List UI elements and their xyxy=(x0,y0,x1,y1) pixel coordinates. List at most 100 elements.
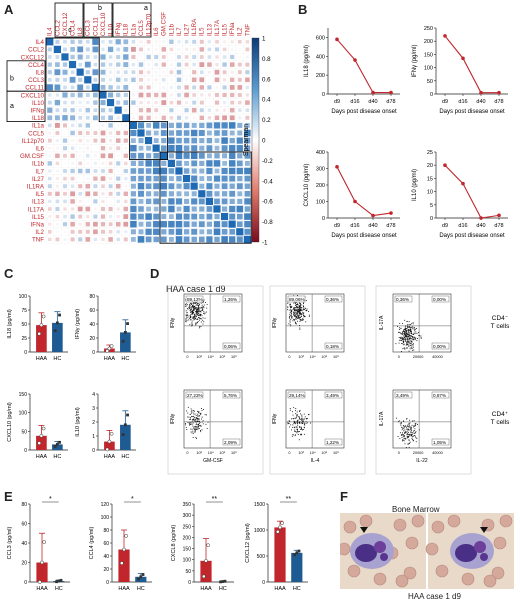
event-dot xyxy=(399,423,401,425)
event-dot xyxy=(412,426,414,428)
event-dot xyxy=(294,421,296,423)
event-dot xyxy=(406,331,407,332)
event-dot xyxy=(197,314,199,316)
event-dot xyxy=(203,311,205,313)
event-dot xyxy=(192,305,193,306)
event-dot xyxy=(192,306,194,308)
event-dot xyxy=(410,335,412,336)
flow-x-tick: 10⁴ xyxy=(208,451,214,455)
heatmap-cell xyxy=(169,214,174,219)
event-dot xyxy=(195,324,197,326)
heatmap-cell xyxy=(47,138,52,143)
event-dot xyxy=(198,411,200,412)
event-dot xyxy=(407,339,409,340)
y-tick-label: 0 xyxy=(430,92,433,98)
heatmap-cell xyxy=(245,47,250,52)
heatmap-row-label: CCL4 xyxy=(28,62,44,69)
event-dot xyxy=(204,312,206,314)
event-dot xyxy=(414,333,416,335)
heatmap-cell xyxy=(132,86,135,89)
data-point xyxy=(139,575,143,579)
event-dot xyxy=(406,431,408,433)
heatmap-cell xyxy=(221,236,228,243)
y-tick-label: 250 xyxy=(424,26,433,32)
heatmap-cell xyxy=(123,54,129,60)
event-dot xyxy=(310,422,311,424)
heatmap-cell xyxy=(192,62,196,67)
heatmap-cell xyxy=(47,207,52,211)
data-point xyxy=(353,58,357,62)
heatmap-cell xyxy=(237,130,243,136)
heatmap-cell xyxy=(228,160,236,167)
heatmap-cell xyxy=(108,161,113,166)
heatmap-cell xyxy=(48,93,52,97)
heatmap-cell xyxy=(85,39,90,44)
event-dot xyxy=(287,423,289,425)
group-label: HAA xyxy=(104,454,116,460)
event-dot xyxy=(298,306,300,308)
heatmap-cell xyxy=(169,100,174,105)
event-dot xyxy=(293,421,295,423)
event-dot xyxy=(287,306,288,308)
heatmap-cell xyxy=(123,191,129,197)
event-dot xyxy=(404,328,406,330)
colorbar-tick: 0 xyxy=(262,138,266,145)
event-dot xyxy=(194,306,196,308)
heatmap-cell xyxy=(48,123,52,128)
heatmap-cell xyxy=(116,54,121,60)
event-dot xyxy=(194,306,195,308)
event-dot xyxy=(191,311,193,313)
heatmap-cell xyxy=(93,191,98,197)
event-dot xyxy=(294,315,296,317)
event-dot xyxy=(198,415,200,417)
event-dot xyxy=(196,319,198,321)
event-dot xyxy=(406,348,408,349)
heatmap-col-label: CXCL10 xyxy=(100,12,107,36)
event-dot xyxy=(298,309,300,311)
heatmap-cell xyxy=(123,77,128,82)
event-dot xyxy=(406,341,408,343)
heatmap-cell xyxy=(63,153,67,158)
event-dot xyxy=(400,337,402,339)
event-dot xyxy=(196,313,198,315)
heatmap-cell xyxy=(78,222,82,226)
heatmap-cell xyxy=(100,84,106,90)
event-dot xyxy=(196,314,198,316)
event-dot xyxy=(189,324,191,326)
x-tick-label: d16 xyxy=(350,99,359,105)
heatmap-cell xyxy=(169,93,173,97)
heatmap-cell xyxy=(108,85,113,90)
heatmap-cell xyxy=(116,85,121,90)
flow-x-tick: 40000 xyxy=(432,451,443,455)
event-dot xyxy=(306,422,308,424)
event-dot xyxy=(193,316,195,318)
heatmap-cell xyxy=(123,214,129,220)
heatmap-cell xyxy=(229,107,235,113)
heatmap-cell xyxy=(123,62,129,68)
heatmap-row-label: CCL11 xyxy=(25,85,44,92)
heatmap-cell xyxy=(244,129,251,137)
event-dot xyxy=(412,326,414,328)
heatmap-cell xyxy=(145,175,152,182)
heatmap-cell xyxy=(101,77,105,82)
micrograph xyxy=(425,513,514,589)
heatmap-cell xyxy=(55,55,60,59)
event-dot xyxy=(409,426,411,428)
event-dot xyxy=(411,338,413,340)
event-dot xyxy=(414,423,416,425)
heatmap-cell xyxy=(199,100,204,105)
event-dot xyxy=(198,422,200,424)
colorbar-tick: -1 xyxy=(262,240,268,247)
event-dot xyxy=(296,426,298,428)
quadrant-box xyxy=(324,438,343,446)
event-dot xyxy=(195,308,197,310)
heatmap-row-label: IL7 xyxy=(35,168,44,175)
event-dot xyxy=(410,330,412,332)
heatmap-cell xyxy=(100,115,106,120)
red-blood-cell xyxy=(340,542,351,556)
event-dot xyxy=(407,428,409,430)
heatmap-cell xyxy=(192,116,196,120)
heatmap-cell xyxy=(229,85,235,90)
heatmap-cell xyxy=(146,54,151,60)
bone-marrow-caption: HAA case 1 d9 xyxy=(408,592,461,601)
